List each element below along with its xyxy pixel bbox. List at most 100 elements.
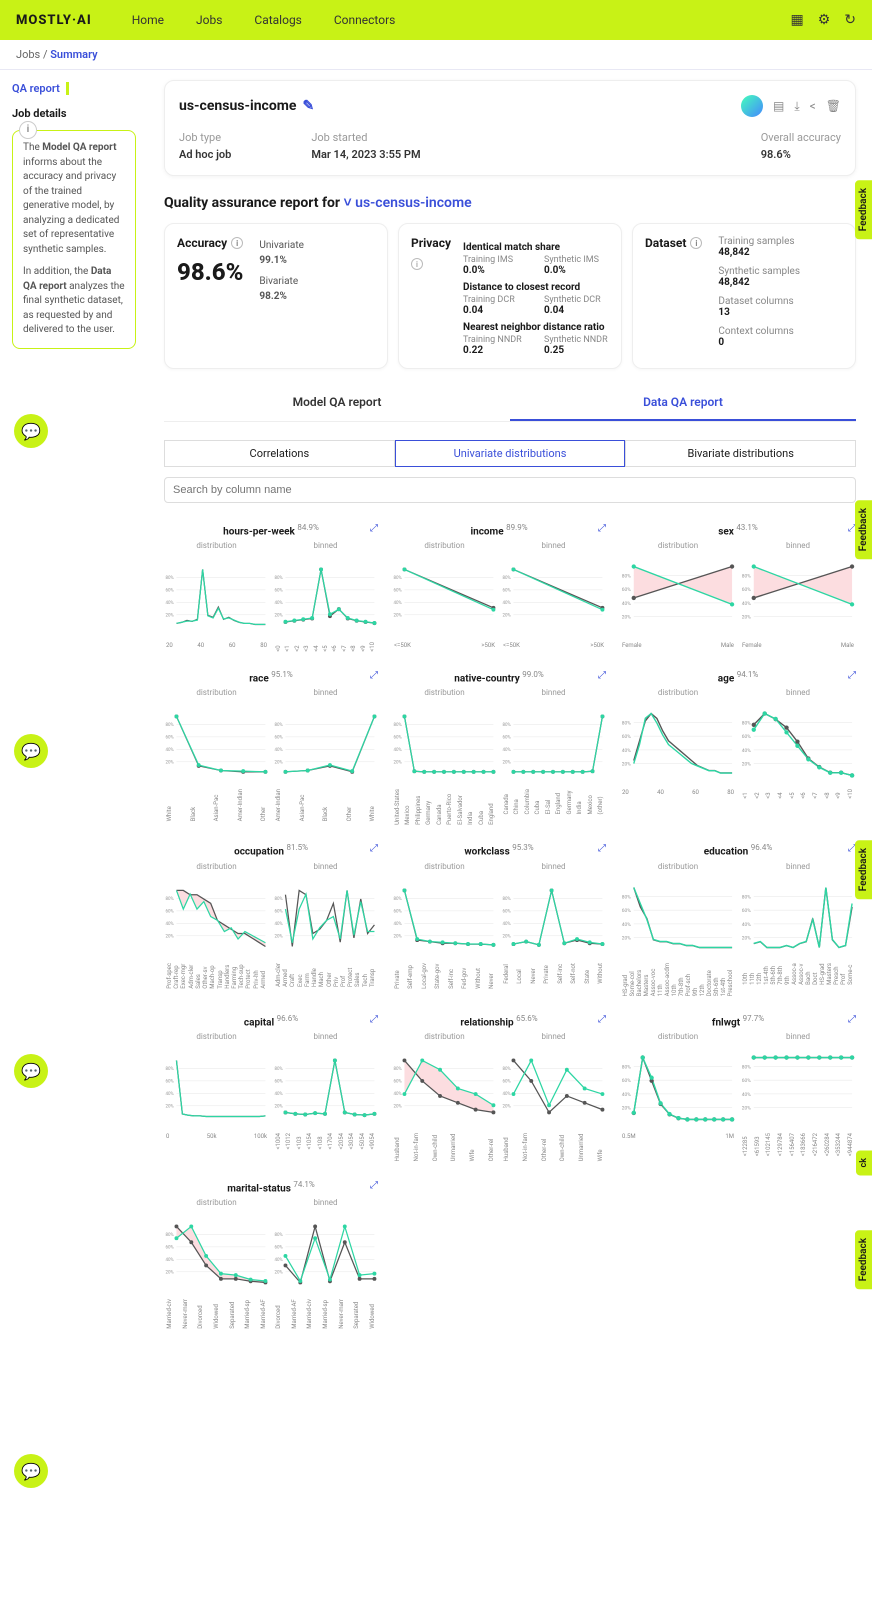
expand-icon[interactable]: ⤢ <box>370 670 378 681</box>
subtab-bivariate[interactable]: Bivariate distributions <box>625 440 856 467</box>
breadcrumb-root[interactable]: Jobs <box>16 48 40 61</box>
svg-text:60%: 60% <box>166 588 175 594</box>
svg-text:60%: 60% <box>275 1079 284 1085</box>
svg-text:20%: 20% <box>503 613 512 619</box>
svg-text:40%: 40% <box>394 748 403 754</box>
chart-age: ⤢ age 94.1% distribution 20%40%60%80% 20… <box>620 670 856 825</box>
chart-sex: ⤢ sex 43.1% distribution 20%40%60%80% Fe… <box>620 523 856 652</box>
sidebar-qa-link[interactable]: QA report <box>12 82 69 95</box>
refresh-icon[interactable]: ↻ <box>844 12 856 28</box>
search-input[interactable] <box>164 477 856 503</box>
sub-tabs: Correlations Univariate distributions Bi… <box>164 440 856 467</box>
svg-text:60%: 60% <box>503 588 512 594</box>
expand-icon[interactable]: ⤢ <box>370 523 378 534</box>
edit-icon[interactable]: ✎ <box>302 98 314 114</box>
svg-text:80%: 80% <box>166 896 175 902</box>
share-icon[interactable]: < <box>810 99 816 113</box>
subtab-univariate[interactable]: Univariate distributions <box>395 440 626 467</box>
svg-text:20%: 20% <box>742 615 752 621</box>
svg-text:20%: 20% <box>622 935 632 941</box>
svg-text:80%: 80% <box>622 894 632 900</box>
svg-text:60%: 60% <box>742 908 752 914</box>
svg-text:40%: 40% <box>742 1092 752 1098</box>
svg-text:40%: 40% <box>394 1092 403 1098</box>
nav-catalogs[interactable]: Catalogs <box>254 13 301 27</box>
tab-model-qa[interactable]: Model QA report <box>164 385 510 421</box>
main: us-census-income ✎ ▤ ⤓ < 🗑 Job typeAd ho… <box>148 70 872 1369</box>
feedback-tab[interactable]: ck <box>856 1150 872 1175</box>
svg-text:80%: 80% <box>503 576 512 582</box>
svg-text:80%: 80% <box>622 1065 632 1071</box>
expand-icon[interactable]: ⤢ <box>598 523 606 534</box>
accuracy-card: Accuracyi 98.6% Univariate 99.1% Bivaria… <box>164 223 388 369</box>
feedback-tab[interactable]: Feedback <box>855 840 872 899</box>
svg-text:80%: 80% <box>166 1232 175 1238</box>
svg-text:40%: 40% <box>275 921 284 927</box>
chart-fnlwgt: ⤢ fnlwgt 97.7% distribution 20%40%60%80%… <box>620 1014 856 1162</box>
svg-text:60%: 60% <box>742 735 752 741</box>
svg-text:40%: 40% <box>503 748 512 754</box>
expand-icon[interactable]: ⤢ <box>370 1180 378 1191</box>
brand-logo[interactable]: MOSTLY·AI <box>16 13 92 28</box>
info-icon: i <box>19 121 37 139</box>
expand-icon[interactable]: ⤢ <box>370 1014 378 1025</box>
chat-fab[interactable]: 💬 <box>14 1054 48 1088</box>
delete-icon[interactable]: 🗑 <box>826 99 841 113</box>
svg-text:20%: 20% <box>275 1270 284 1276</box>
chart-workclass: ⤢ workclass 95.3% distribution 20%40%60%… <box>392 843 606 996</box>
svg-text:20%: 20% <box>166 760 175 766</box>
avatar[interactable] <box>741 95 763 117</box>
chat-fab[interactable]: 💬 <box>14 734 48 768</box>
subtab-correlations[interactable]: Correlations <box>164 440 395 467</box>
info-icon[interactable]: i <box>690 237 702 249</box>
svg-text:60%: 60% <box>394 908 403 914</box>
svg-text:80%: 80% <box>503 1067 512 1073</box>
info-icon[interactable]: i <box>231 237 243 249</box>
chat-fab[interactable]: 💬 <box>14 1454 48 1488</box>
svg-text:20%: 20% <box>166 933 175 939</box>
svg-text:80%: 80% <box>275 576 284 582</box>
svg-text:20%: 20% <box>742 1106 752 1112</box>
grid-icon[interactable]: ▦ <box>790 12 803 28</box>
chart-hours-per-week: ⤢ hours-per-week 84.9% distribution 20%4… <box>164 523 378 652</box>
svg-text:60%: 60% <box>622 1078 632 1084</box>
chart-capital: ⤢ capital 96.6% distribution 20%40%60%80… <box>164 1014 378 1162</box>
download-icon[interactable]: ⤓ <box>794 99 799 114</box>
nav-connectors[interactable]: Connectors <box>334 13 395 27</box>
svg-text:60%: 60% <box>622 908 632 914</box>
tab-data-qa[interactable]: Data QA report <box>510 385 856 421</box>
svg-text:40%: 40% <box>275 1257 284 1263</box>
nav-jobs[interactable]: Jobs <box>196 13 222 27</box>
svg-text:20%: 20% <box>166 1270 175 1276</box>
info-box: i The Model QA report informs about the … <box>12 130 136 349</box>
svg-text:60%: 60% <box>166 908 175 914</box>
svg-text:60%: 60% <box>742 587 752 593</box>
expand-icon[interactable]: ⤢ <box>598 1014 606 1025</box>
svg-text:60%: 60% <box>275 908 284 914</box>
breadcrumb: Jobs / Summary <box>0 40 872 70</box>
svg-text:40%: 40% <box>275 1092 284 1098</box>
feedback-tab[interactable]: Feedback <box>855 180 872 239</box>
qa-dataset-link[interactable]: us-census-income <box>355 195 472 211</box>
gear-icon[interactable]: ⚙ <box>818 12 831 28</box>
svg-text:60%: 60% <box>394 1079 403 1085</box>
svg-text:80%: 80% <box>503 723 512 729</box>
expand-icon[interactable]: ⤢ <box>598 670 606 681</box>
chat-fab[interactable]: 💬 <box>14 414 48 448</box>
table-icon[interactable]: ▤ <box>773 99 784 113</box>
chart-relationship: ⤢ relationship 65.6% distribution 20%40%… <box>392 1014 606 1162</box>
expand-icon[interactable]: ⤢ <box>598 843 606 854</box>
feedback-tab[interactable]: Feedback <box>855 500 872 559</box>
info-icon[interactable]: i <box>411 258 423 270</box>
chart-marital-status: ⤢ marital-status 74.1% distribution 20%4… <box>164 1180 378 1329</box>
expand-icon[interactable]: ⤢ <box>848 1014 856 1025</box>
expand-icon[interactable]: ⤢ <box>848 670 856 681</box>
feedback-tab[interactable]: Feedback <box>855 1230 872 1289</box>
svg-text:40%: 40% <box>394 600 403 606</box>
svg-text:80%: 80% <box>394 1067 403 1073</box>
nav-home[interactable]: Home <box>132 13 164 27</box>
expand-icon[interactable]: ⤢ <box>370 843 378 854</box>
svg-text:60%: 60% <box>394 588 403 594</box>
svg-text:40%: 40% <box>275 600 284 606</box>
svg-text:20%: 20% <box>394 613 403 619</box>
